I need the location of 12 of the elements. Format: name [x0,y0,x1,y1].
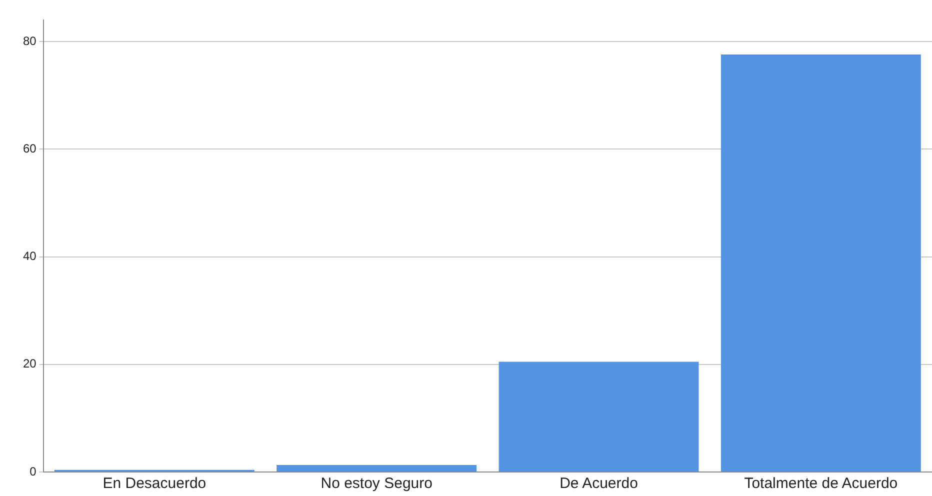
y-tick-label: 80 [22,34,37,48]
y-tick-label: 60 [22,141,37,156]
bar [498,362,699,472]
x-tick-label: De Acuerdo [560,475,638,492]
y-tick-label: 20 [22,356,37,371]
y-tick-label: 0 [30,464,37,478]
y-tick-label: 40 [22,249,37,264]
bar [720,54,921,472]
x-tick-label: Totalmente de Acuerdo [744,475,898,492]
bar [276,465,477,472]
x-tick-label: En Desacuerdo [102,475,206,492]
x-tick-label: No estoy Seguro [320,475,432,492]
